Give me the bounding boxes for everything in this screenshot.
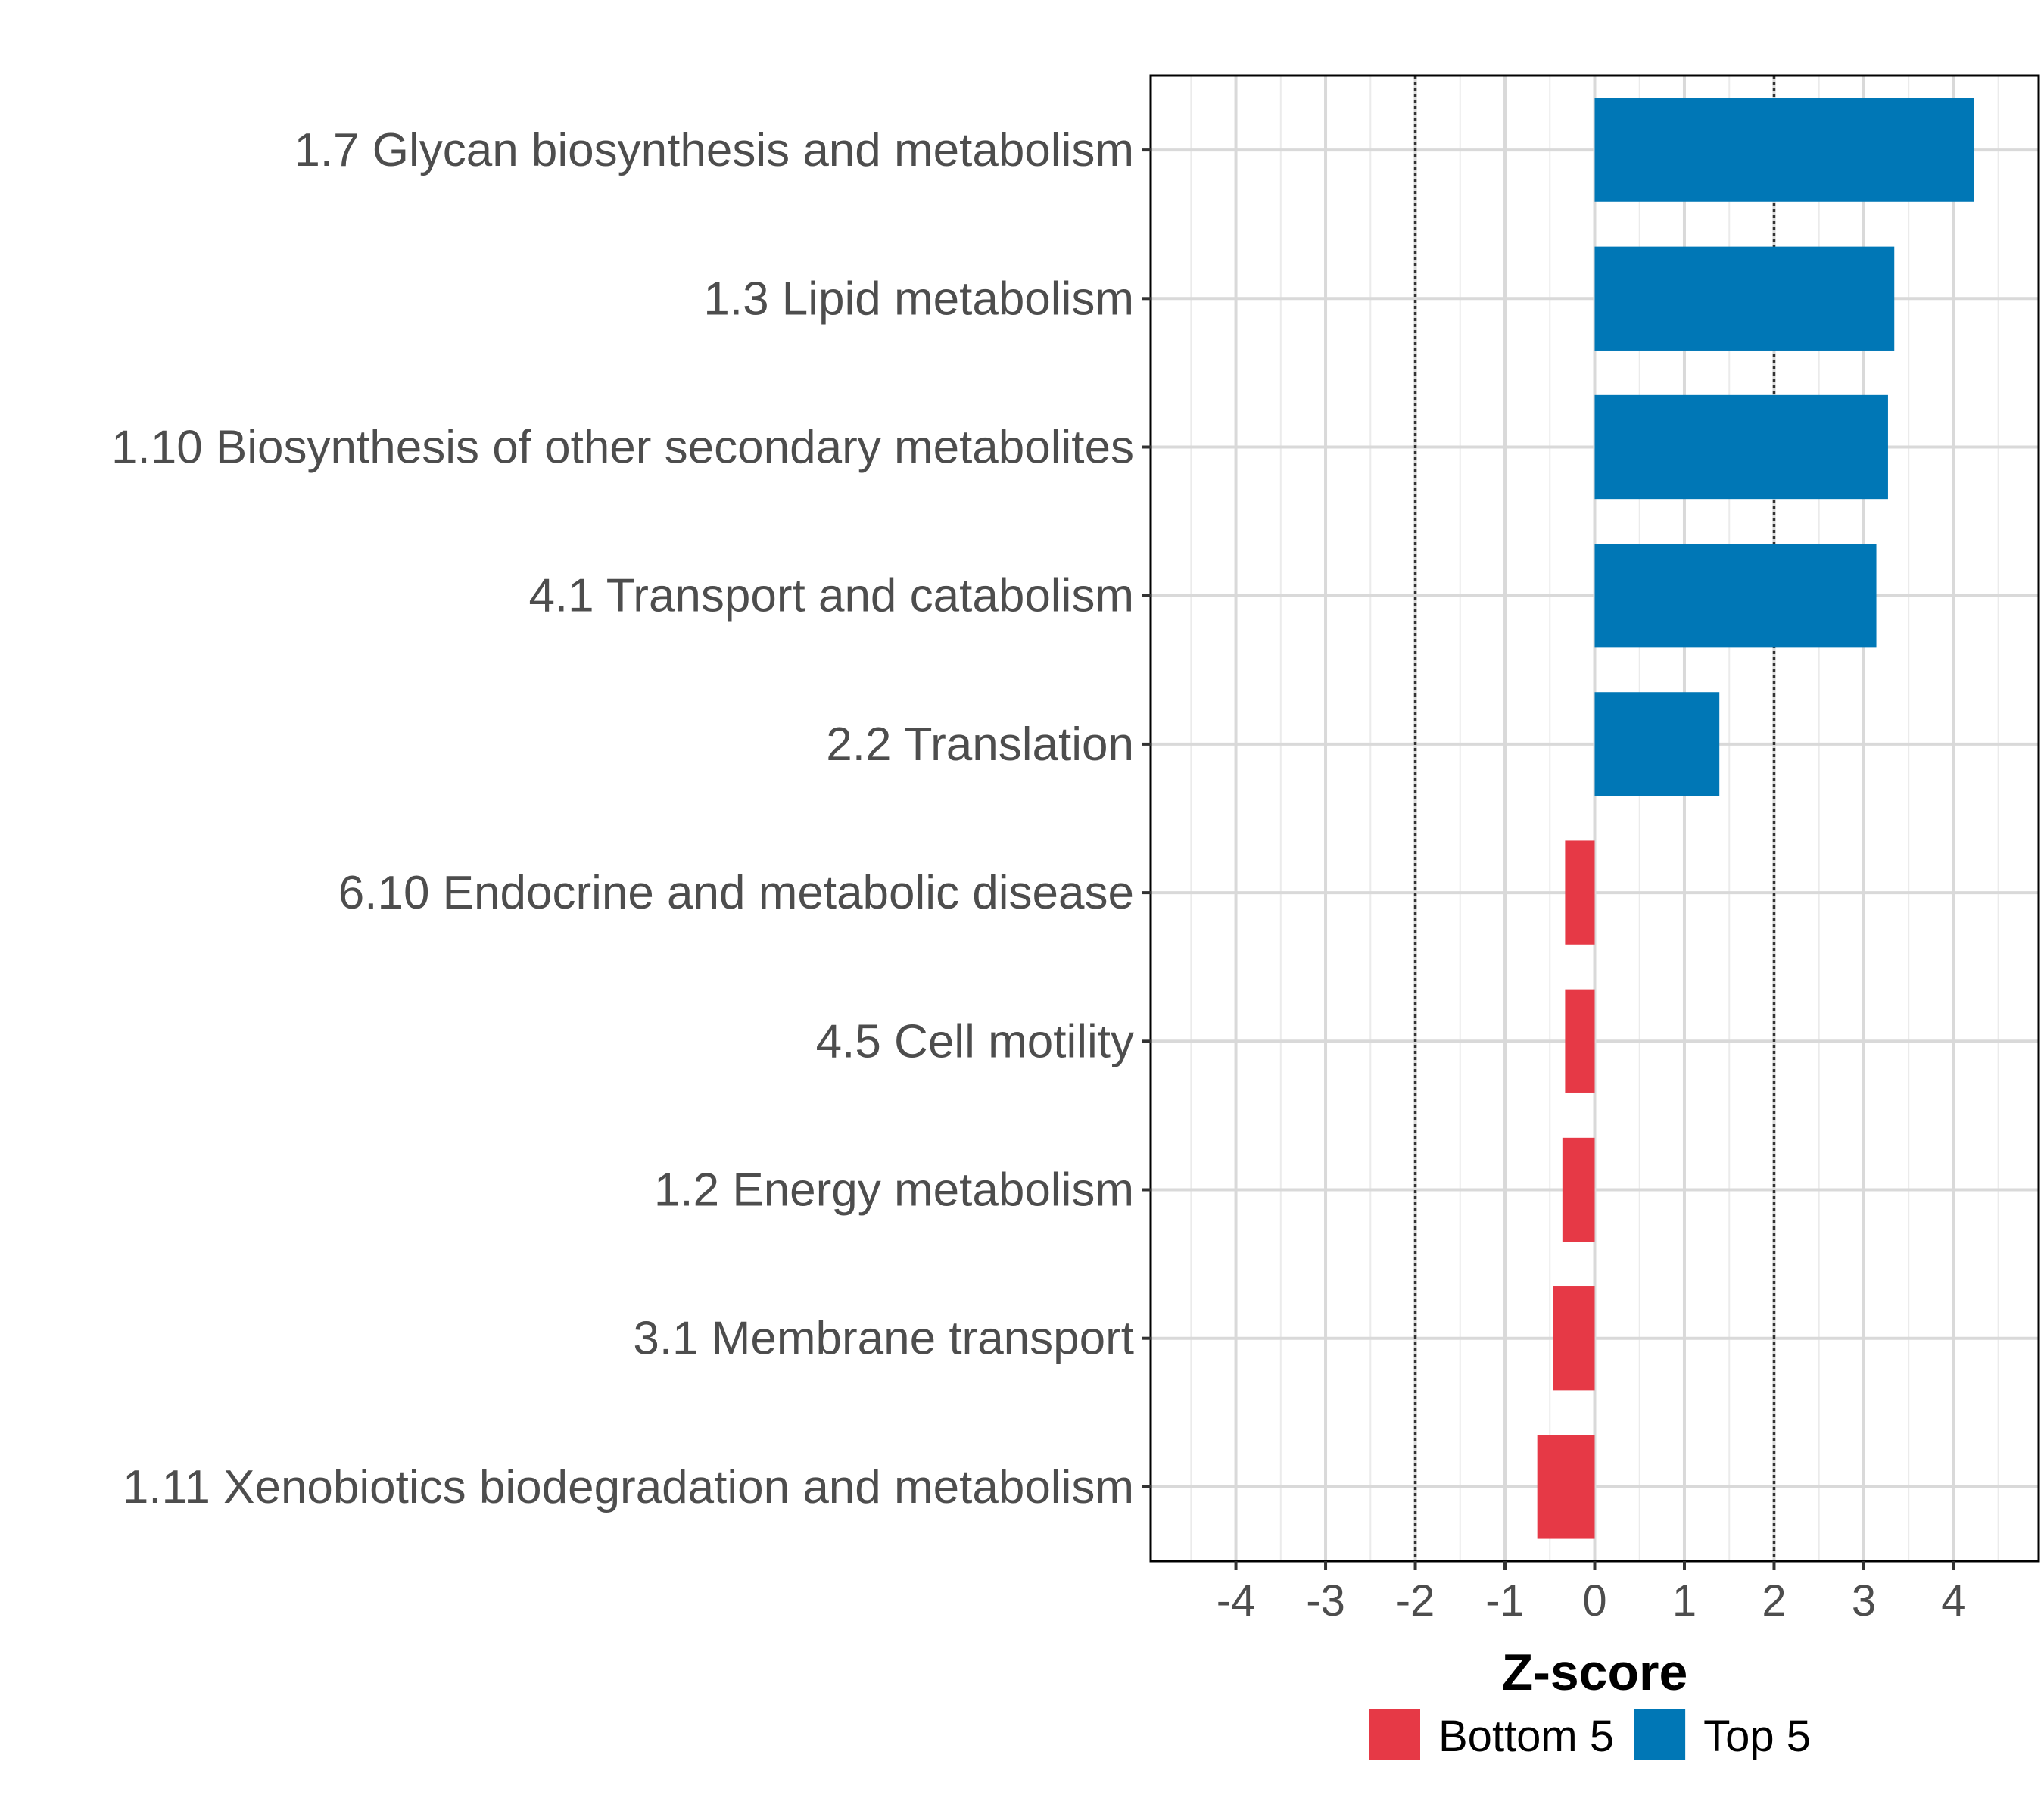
legend: Bottom 5 Top 5 bbox=[1369, 1709, 1811, 1761]
legend-swatch bbox=[1369, 1709, 1420, 1760]
category-label: 1.3 Lipid metabolism bbox=[703, 273, 1134, 325]
bar bbox=[1594, 98, 1974, 202]
bars bbox=[1537, 98, 1974, 1539]
x-tick-label: 4 bbox=[1941, 1576, 1965, 1625]
category-label: 3.1 Membrane transport bbox=[633, 1313, 1134, 1365]
category-label: 2.2 Translation bbox=[826, 718, 1134, 771]
category-label: 1.2 Energy metabolism bbox=[654, 1164, 1134, 1217]
category-label: 1.7 Glycan biosynthesis and metabolism bbox=[294, 124, 1134, 176]
legend-label: Bottom 5 bbox=[1438, 1712, 1614, 1761]
category-label: 1.10 Biosynthesis of other secondary met… bbox=[111, 422, 1134, 474]
x-tick-label: -2 bbox=[1396, 1576, 1435, 1625]
x-tick-label: 1 bbox=[1672, 1576, 1697, 1625]
x-tick-label: 3 bbox=[1852, 1576, 1876, 1625]
bar bbox=[1594, 692, 1720, 796]
x-tick-label: -1 bbox=[1485, 1576, 1525, 1625]
bar bbox=[1537, 1435, 1595, 1539]
x-tick-label: -3 bbox=[1306, 1576, 1345, 1625]
bar bbox=[1594, 246, 1895, 351]
bar bbox=[1562, 1137, 1595, 1242]
bar bbox=[1565, 840, 1595, 945]
legend-swatch bbox=[1634, 1709, 1686, 1760]
x-axis-title: Z-score bbox=[1502, 1644, 1688, 1701]
y-axis-ticks: 1.7 Glycan biosynthesis and metabolism 1.… bbox=[111, 124, 1151, 1513]
bar bbox=[1594, 394, 1888, 500]
x-tick-label: -4 bbox=[1217, 1576, 1256, 1625]
x-axis-ticks: -4 -3 -2 -1 0 1 2 3 4 bbox=[1217, 1561, 1966, 1625]
bar bbox=[1594, 544, 1877, 648]
bar bbox=[1565, 989, 1595, 1093]
x-tick-label: 0 bbox=[1582, 1576, 1606, 1625]
category-label: 6.10 Endocrine and metabolic disease bbox=[338, 867, 1134, 919]
category-label: 1.11 Xenobiotics biodegradation and meta… bbox=[123, 1461, 1134, 1513]
bar bbox=[1553, 1286, 1595, 1391]
category-label: 4.5 Cell motility bbox=[816, 1015, 1134, 1067]
legend-label: Top 5 bbox=[1703, 1712, 1811, 1761]
category-label: 4.1 Transport and catabolism bbox=[528, 570, 1134, 622]
reference-lines bbox=[1413, 76, 1776, 1561]
x-tick-label: 2 bbox=[1762, 1576, 1786, 1625]
